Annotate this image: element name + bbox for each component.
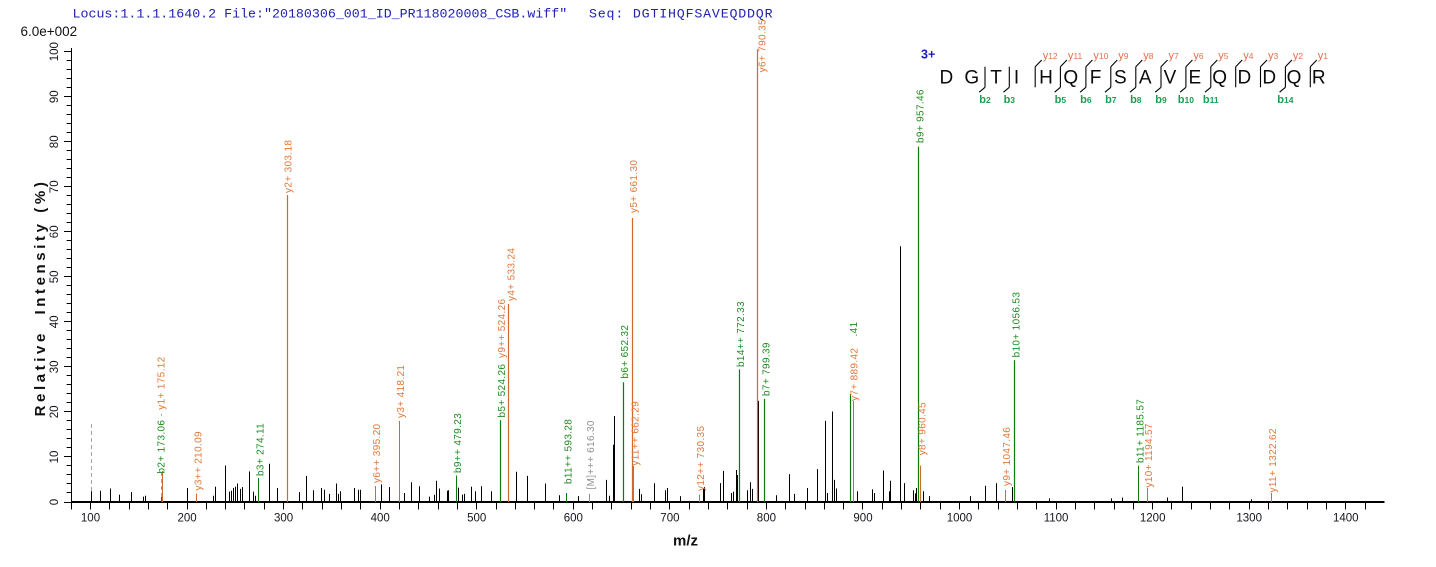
svg-text:b9: b9 xyxy=(1155,94,1167,106)
svg-text:y11+ 1322.62: y11+ 1322.62 xyxy=(1268,428,1279,492)
svg-text:b2: b2 xyxy=(979,94,991,106)
svg-text:800: 800 xyxy=(757,513,776,525)
svg-text:300: 300 xyxy=(274,513,293,525)
svg-text:40: 40 xyxy=(49,316,61,329)
svg-text:y7+ 889.42: y7+ 889.42 xyxy=(850,348,861,401)
svg-text:10: 10 xyxy=(49,451,61,464)
svg-text:100: 100 xyxy=(81,513,100,525)
svg-text:y9++ 524.26: y9++ 524.26 xyxy=(497,298,508,358)
svg-text:y8+ 960.45: y8+ 960.45 xyxy=(918,402,929,455)
svg-text:y4: y4 xyxy=(1243,50,1254,62)
svg-text:b3: b3 xyxy=(1004,94,1016,106)
svg-text:1100: 1100 xyxy=(1044,513,1069,525)
svg-text:F: F xyxy=(1090,68,1102,89)
svg-text:y11++ 662.29: y11++ 662.29 xyxy=(630,401,641,466)
svg-text:b7: b7 xyxy=(1105,94,1117,106)
svg-text:700: 700 xyxy=(660,513,679,525)
svg-text:b8: b8 xyxy=(1130,94,1142,106)
svg-text:m/z: m/z xyxy=(673,533,698,550)
svg-text:y6++ 395.20: y6++ 395.20 xyxy=(372,423,383,483)
svg-text:S: S xyxy=(1114,68,1127,89)
svg-text:Q: Q xyxy=(1063,68,1078,89)
svg-text:y9: y9 xyxy=(1118,50,1129,62)
svg-text:y9+ 1047.46: y9+ 1047.46 xyxy=(1002,427,1013,486)
svg-text:y4+ 533.24: y4+ 533.24 xyxy=(506,248,517,301)
svg-text:200: 200 xyxy=(178,513,197,525)
svg-text:y10+ 1194.57: y10+ 1194.57 xyxy=(1144,423,1155,487)
svg-text:y2: y2 xyxy=(1293,50,1304,62)
svg-text:[M]+++ 616.30: [M]+++ 616.30 xyxy=(586,420,597,489)
svg-text:Q: Q xyxy=(1287,68,1302,89)
svg-text:b9+ 957.46: b9+ 957.46 xyxy=(915,89,926,143)
svg-text:b14: b14 xyxy=(1277,94,1293,106)
svg-text:60: 60 xyxy=(49,225,61,238)
svg-text:b5+ 524.26: b5+ 524.26 xyxy=(497,364,508,418)
svg-text:Relative Intensity (%): Relative Intensity (%) xyxy=(32,179,49,417)
svg-text:.41: .41 xyxy=(849,321,860,336)
svg-text:Q: Q xyxy=(1212,68,1227,89)
svg-text:y6+ 790.35: y6+ 790.35 xyxy=(757,19,768,72)
svg-text:y6: y6 xyxy=(1193,50,1204,62)
svg-text:I: I xyxy=(1014,68,1019,89)
svg-text:b11: b11 xyxy=(1203,94,1219,106)
svg-text:D: D xyxy=(940,68,954,89)
svg-text:Seq: DGTIHQFSAVEQDDQR: Seq: DGTIHQFSAVEQDDQR xyxy=(589,7,773,22)
svg-text:G: G xyxy=(964,68,979,89)
svg-text:80: 80 xyxy=(49,135,61,148)
svg-text:b6+ 652.32: b6+ 652.32 xyxy=(620,325,631,379)
svg-text:400: 400 xyxy=(371,513,390,525)
svg-text:6.0e+002: 6.0e+002 xyxy=(21,24,78,39)
svg-text:y3+ 418.21: y3+ 418.21 xyxy=(396,365,407,418)
svg-text:100: 100 xyxy=(49,42,61,61)
svg-text:E: E xyxy=(1188,68,1201,89)
svg-text:b9++ 479.23: b9++ 479.23 xyxy=(453,413,464,473)
svg-text:y3++ 210.09: y3++ 210.09 xyxy=(193,431,204,491)
svg-text:b5: b5 xyxy=(1055,94,1067,106)
svg-text:b6: b6 xyxy=(1080,94,1092,106)
svg-text:1200: 1200 xyxy=(1140,513,1166,525)
svg-text:R: R xyxy=(1312,68,1326,89)
svg-text:500: 500 xyxy=(467,513,486,525)
svg-text:y7: y7 xyxy=(1169,50,1180,62)
svg-text:3+: 3+ xyxy=(921,48,935,62)
svg-text:y3: y3 xyxy=(1268,50,1279,62)
svg-text:y12++ 730.35: y12++ 730.35 xyxy=(696,426,707,491)
svg-text:b7+ 799.39: b7+ 799.39 xyxy=(762,342,773,396)
svg-text:90: 90 xyxy=(49,90,61,103)
svg-text:y8: y8 xyxy=(1143,50,1154,62)
svg-text:A: A xyxy=(1139,68,1152,89)
svg-text:y12: y12 xyxy=(1043,50,1058,62)
svg-text:600: 600 xyxy=(564,513,583,525)
svg-text:D: D xyxy=(1238,68,1252,89)
svg-text:y2+ 303.18: y2+ 303.18 xyxy=(284,140,295,193)
svg-text:y10: y10 xyxy=(1093,50,1108,62)
svg-text:y11: y11 xyxy=(1068,50,1083,62)
svg-text:1300: 1300 xyxy=(1236,513,1262,525)
svg-text:50: 50 xyxy=(49,271,61,284)
svg-text:D: D xyxy=(1262,68,1276,89)
svg-text:b10: b10 xyxy=(1178,94,1194,106)
svg-text:V: V xyxy=(1164,68,1177,89)
svg-text:Locus:1.1.1.1640.2 File:"20180: Locus:1.1.1.1640.2 File:"20180306_001_ID… xyxy=(73,7,568,22)
svg-text:y5+ 661.30: y5+ 661.30 xyxy=(629,160,640,213)
svg-text:900: 900 xyxy=(853,513,872,525)
svg-text:b14++ 772.33: b14++ 772.33 xyxy=(736,301,747,367)
svg-text:b11++ 593.28: b11++ 593.28 xyxy=(564,419,575,484)
svg-text:1400: 1400 xyxy=(1333,513,1359,525)
svg-text:H: H xyxy=(1039,68,1053,89)
svg-text:30: 30 xyxy=(49,361,61,374)
svg-text:0: 0 xyxy=(49,499,61,505)
svg-text:b3+ 274.11: b3+ 274.11 xyxy=(255,423,266,476)
svg-text:b11+ 1185.57: b11+ 1185.57 xyxy=(1135,399,1146,463)
svg-text:70: 70 xyxy=(49,180,61,193)
svg-text:y5: y5 xyxy=(1218,50,1229,62)
svg-text:b10+ 1056.53: b10+ 1056.53 xyxy=(1011,292,1022,358)
svg-text:20: 20 xyxy=(49,406,61,419)
svg-text:b2+ 173.06 - y1+ 175.12: b2+ 173.06 - y1+ 175.12 xyxy=(157,356,168,473)
svg-text:T: T xyxy=(990,68,1002,89)
svg-text:y1: y1 xyxy=(1318,50,1329,62)
svg-text:1000: 1000 xyxy=(947,513,973,525)
